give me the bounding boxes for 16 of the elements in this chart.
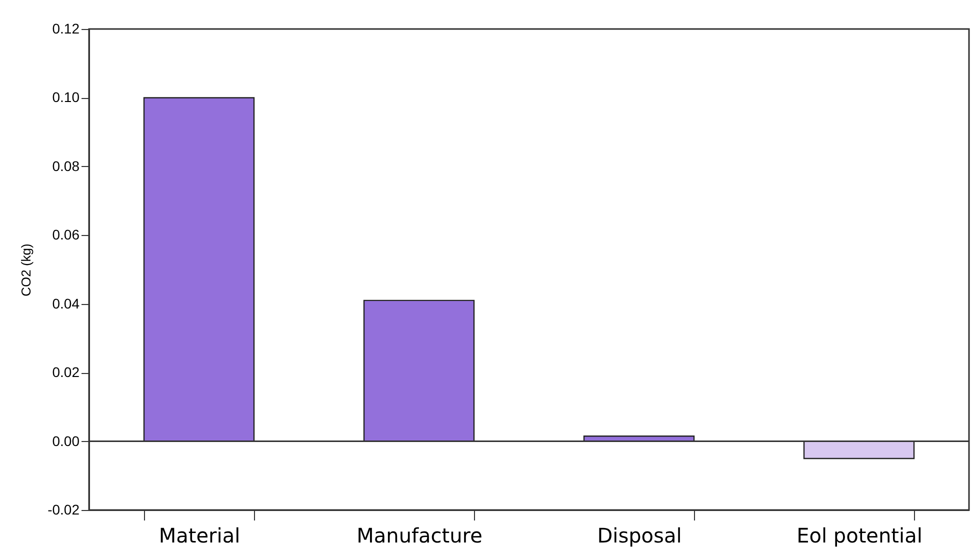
y-tick-label: 0.12 (52, 20, 80, 36)
y-tick-label: 0.04 (52, 295, 80, 312)
x-tick-label: Material (158, 524, 240, 548)
x-tick-label: Disposal (597, 524, 682, 548)
y-tick-label: 0.10 (52, 89, 80, 106)
y-tick-label: 0.08 (52, 158, 80, 174)
bar (803, 440, 915, 460)
y-tick-label: 0.02 (52, 364, 80, 380)
bar (143, 97, 255, 442)
y-tick-label: 0.06 (52, 226, 80, 243)
bar (363, 300, 475, 442)
y-tick-label: -0.02 (48, 502, 80, 518)
y-tick-label: 0.00 (52, 432, 80, 449)
y-axis-title: CO2 (kg) (18, 244, 34, 296)
x-tick-label: Manufacture (356, 524, 482, 548)
x-tick-label: Eol potential (796, 524, 922, 548)
